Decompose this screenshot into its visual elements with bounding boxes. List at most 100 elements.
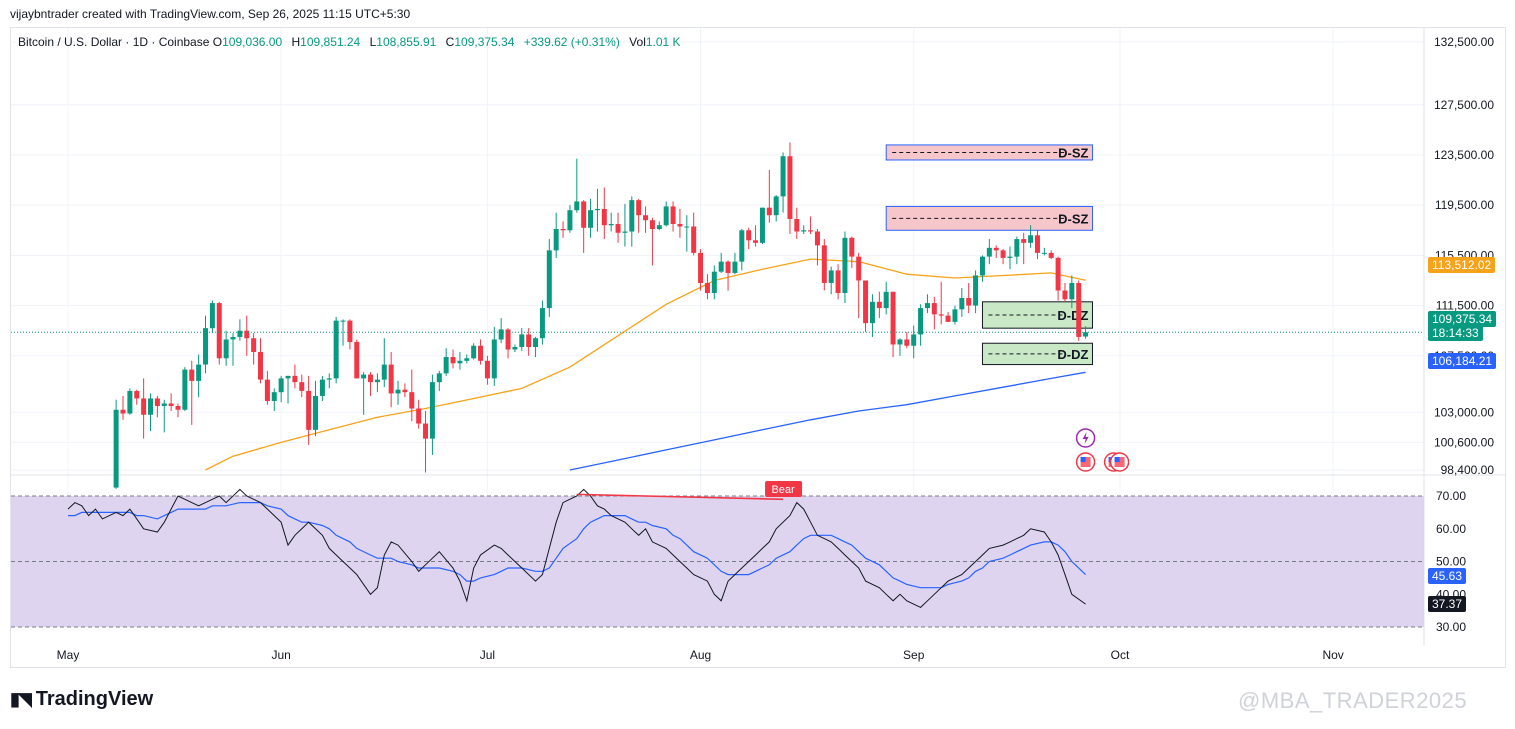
candle-body: [512, 346, 518, 350]
price-tick-label: 98,400.00: [1441, 463, 1495, 477]
ma-fast-line: [205, 258, 1086, 471]
supply-zone: [885, 205, 1093, 231]
candle-body: [388, 364, 394, 394]
price-tick-label: 123,500.00: [1434, 148, 1494, 162]
rsi-tick-label: 50.00: [1436, 555, 1466, 569]
candle-body: [416, 408, 422, 424]
candle-body: [691, 226, 697, 253]
candle-body: [560, 229, 566, 231]
candle-body: [704, 282, 710, 294]
candle-body: [732, 261, 738, 273]
candle-body: [1014, 239, 1020, 257]
candle-body: [684, 226, 690, 228]
candle-body: [842, 237, 848, 294]
candle-body: [216, 303, 222, 359]
candle-body: [601, 208, 607, 226]
candle-body: [883, 291, 889, 309]
candle-body: [725, 261, 731, 273]
candle-body: [821, 245, 827, 283]
low-value: 108,855.91: [376, 35, 437, 49]
candle-body: [801, 230, 807, 232]
us-flag-canton: [1114, 457, 1120, 462]
candle-body: [484, 360, 490, 379]
symbol-legend: Bitcoin / U.S. Dollar · 1D · Coinbase O1…: [18, 35, 687, 49]
candle-body: [134, 390, 140, 399]
candle-body: [876, 301, 882, 309]
zone-label: D-SZ: [1058, 211, 1088, 226]
candle-body: [615, 223, 621, 233]
candle-body: [787, 156, 793, 219]
candle-body: [409, 392, 415, 409]
candle-body: [1000, 250, 1006, 258]
candle-body: [924, 303, 930, 309]
rsi-tick-label: 70.00: [1436, 489, 1466, 503]
candle-body: [973, 275, 979, 306]
zone-label: D-DZ: [1057, 347, 1088, 362]
candle-body: [498, 329, 504, 340]
candle-body: [711, 271, 717, 294]
candle-body: [196, 364, 202, 381]
candle-body: [464, 358, 470, 361]
rsi-tick-label: 60.00: [1436, 522, 1466, 536]
candle-body: [148, 398, 154, 415]
time-tick-label: May: [57, 648, 80, 662]
candle-body: [759, 207, 765, 243]
candle-body: [863, 280, 869, 324]
candle-body: [890, 291, 896, 345]
candle-body: [381, 364, 387, 380]
candle-body: [656, 225, 662, 230]
candle-body: [285, 375, 291, 379]
time-tick-label: Nov: [1322, 648, 1343, 662]
candle-body: [168, 403, 174, 406]
candle-body: [264, 379, 270, 401]
symbol-name[interactable]: Bitcoin / U.S. Dollar · 1D · Coinbase: [18, 35, 210, 49]
close-value: 109,375.34: [454, 35, 515, 49]
candle-body: [553, 229, 559, 251]
candle-body: [1055, 257, 1061, 291]
candle-body: [546, 250, 552, 309]
last-price-tag: 109,375.34: [1428, 311, 1497, 327]
candle-body: [938, 314, 944, 316]
candle-body: [794, 218, 800, 232]
divergence-line: [576, 493, 784, 501]
supply-zone: [885, 144, 1093, 161]
candle-body: [588, 210, 594, 228]
candle-body: [753, 240, 759, 243]
candle-body: [395, 389, 401, 394]
candle-body: [663, 206, 669, 226]
candle-body: [869, 301, 875, 324]
rsi-tick-label: 30.00: [1436, 620, 1466, 634]
tradingview-mark-icon: ▮◥: [10, 689, 32, 709]
ma-slow-line: [569, 371, 1086, 471]
high-key: H: [291, 35, 301, 49]
open-value: 109,036.00: [222, 35, 283, 49]
candle-body: [443, 357, 449, 374]
countdown-tag: 18:14:33: [1428, 325, 1483, 341]
candle-body: [347, 320, 353, 342]
candle-body: [1083, 332, 1089, 337]
candle-body: [423, 423, 429, 439]
volume-key: Vol: [629, 35, 646, 49]
candle-body: [1076, 282, 1082, 337]
candle-body: [1069, 282, 1075, 300]
candle-body: [251, 338, 257, 353]
candle-body: [780, 156, 786, 197]
candle-body: [230, 336, 236, 340]
candle-body: [911, 334, 917, 346]
candle-body: [189, 369, 195, 381]
candle-body: [718, 261, 724, 272]
time-tick-label: Aug: [690, 648, 711, 662]
candle-body: [209, 303, 215, 329]
candle-body: [120, 409, 126, 414]
price-tick-label: 119,500.00: [1435, 198, 1494, 212]
candle-body: [828, 270, 834, 283]
bear-label: Bear: [771, 484, 795, 496]
ma-fast-price-tag: 113,512.02: [1428, 257, 1496, 273]
tradingview-logo[interactable]: ▮◥ TradingView: [10, 688, 153, 711]
candle-body: [1028, 235, 1034, 243]
candle-body: [436, 373, 442, 383]
candle-body: [986, 247, 992, 257]
candle-body: [457, 360, 463, 364]
candle-body: [354, 341, 360, 379]
